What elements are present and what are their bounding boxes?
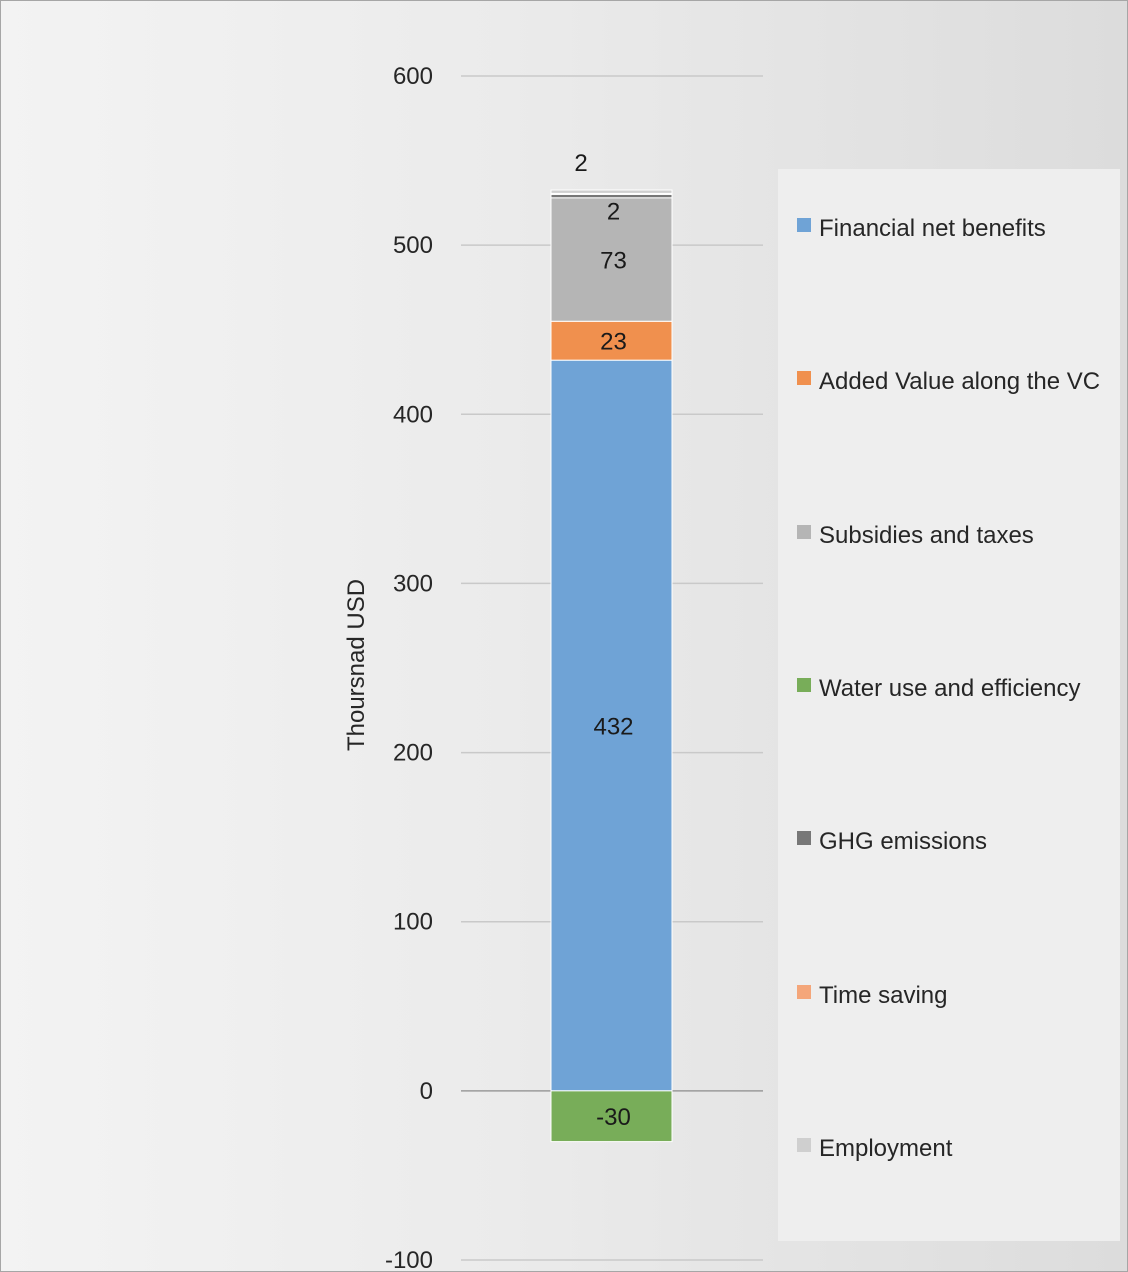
y-tick-label: 400 bbox=[393, 401, 433, 428]
legend-item: Employment bbox=[797, 1131, 1127, 1167]
bar-segment-employment bbox=[550, 189, 673, 194]
legend-item: Subsidies and taxes bbox=[797, 518, 1127, 554]
legend-item: Time saving bbox=[797, 978, 1127, 1014]
legend-swatch bbox=[797, 1138, 811, 1152]
legend-swatch bbox=[797, 985, 811, 999]
legend-item: Added Value along the VC bbox=[797, 364, 1127, 400]
y-tick-label: 500 bbox=[393, 232, 433, 259]
legend-item: Financial net benefits bbox=[797, 211, 1127, 247]
legend-item: GHG emissions bbox=[797, 824, 1127, 860]
data-label: 2 bbox=[574, 150, 587, 177]
bar-segment-financial-net-benefits bbox=[550, 359, 673, 1092]
legend-swatch bbox=[797, 831, 811, 845]
data-label: 432 bbox=[593, 714, 633, 741]
legend-label: Time saving bbox=[819, 982, 948, 1009]
y-tick-label: 200 bbox=[393, 740, 433, 767]
bar-segment-subsidies-and-taxes bbox=[550, 197, 673, 322]
data-label: 2 bbox=[607, 198, 620, 225]
y-tick-label: 600 bbox=[393, 63, 433, 90]
data-label: 73 bbox=[600, 248, 627, 275]
stacked-bar bbox=[550, 189, 673, 1143]
legend-label: Financial net benefits bbox=[819, 215, 1046, 242]
legend-swatch bbox=[797, 371, 811, 385]
y-tick-label: 300 bbox=[393, 570, 433, 597]
y-tick-labels: 600 500 400 300 200 100 0 -100 bbox=[385, 63, 433, 1272]
legend-label: Subsidies and taxes bbox=[819, 522, 1034, 549]
legend-label: GHG emissions bbox=[819, 828, 988, 855]
legend-swatch bbox=[797, 678, 811, 692]
data-labels: 432 23 73 -30 22 bbox=[574, 150, 633, 1131]
bar-segment-ghg-emissions bbox=[550, 193, 673, 199]
legend-swatch bbox=[797, 525, 811, 539]
y-tick-label: 100 bbox=[393, 909, 433, 936]
bar-segment-added-value-along-the-vc bbox=[550, 320, 673, 361]
legend-label: Employment bbox=[819, 1135, 953, 1162]
y-tick-label: 0 bbox=[420, 1078, 433, 1105]
y-tick-label: -100 bbox=[385, 1247, 433, 1272]
legend-label: Added Value along the VC bbox=[819, 368, 1101, 395]
legend-label: Water use and efficiency bbox=[819, 675, 1081, 702]
legend-swatch bbox=[797, 218, 811, 232]
bar-segment-water-use-and-efficiency bbox=[550, 1090, 673, 1143]
data-label: 23 bbox=[600, 329, 627, 356]
y-axis-label: Thoursnad USD bbox=[343, 579, 370, 751]
data-label: -30 bbox=[596, 1104, 631, 1131]
legend-panel bbox=[778, 169, 1120, 1241]
legend-item: Water use and efficiency bbox=[797, 671, 1127, 707]
